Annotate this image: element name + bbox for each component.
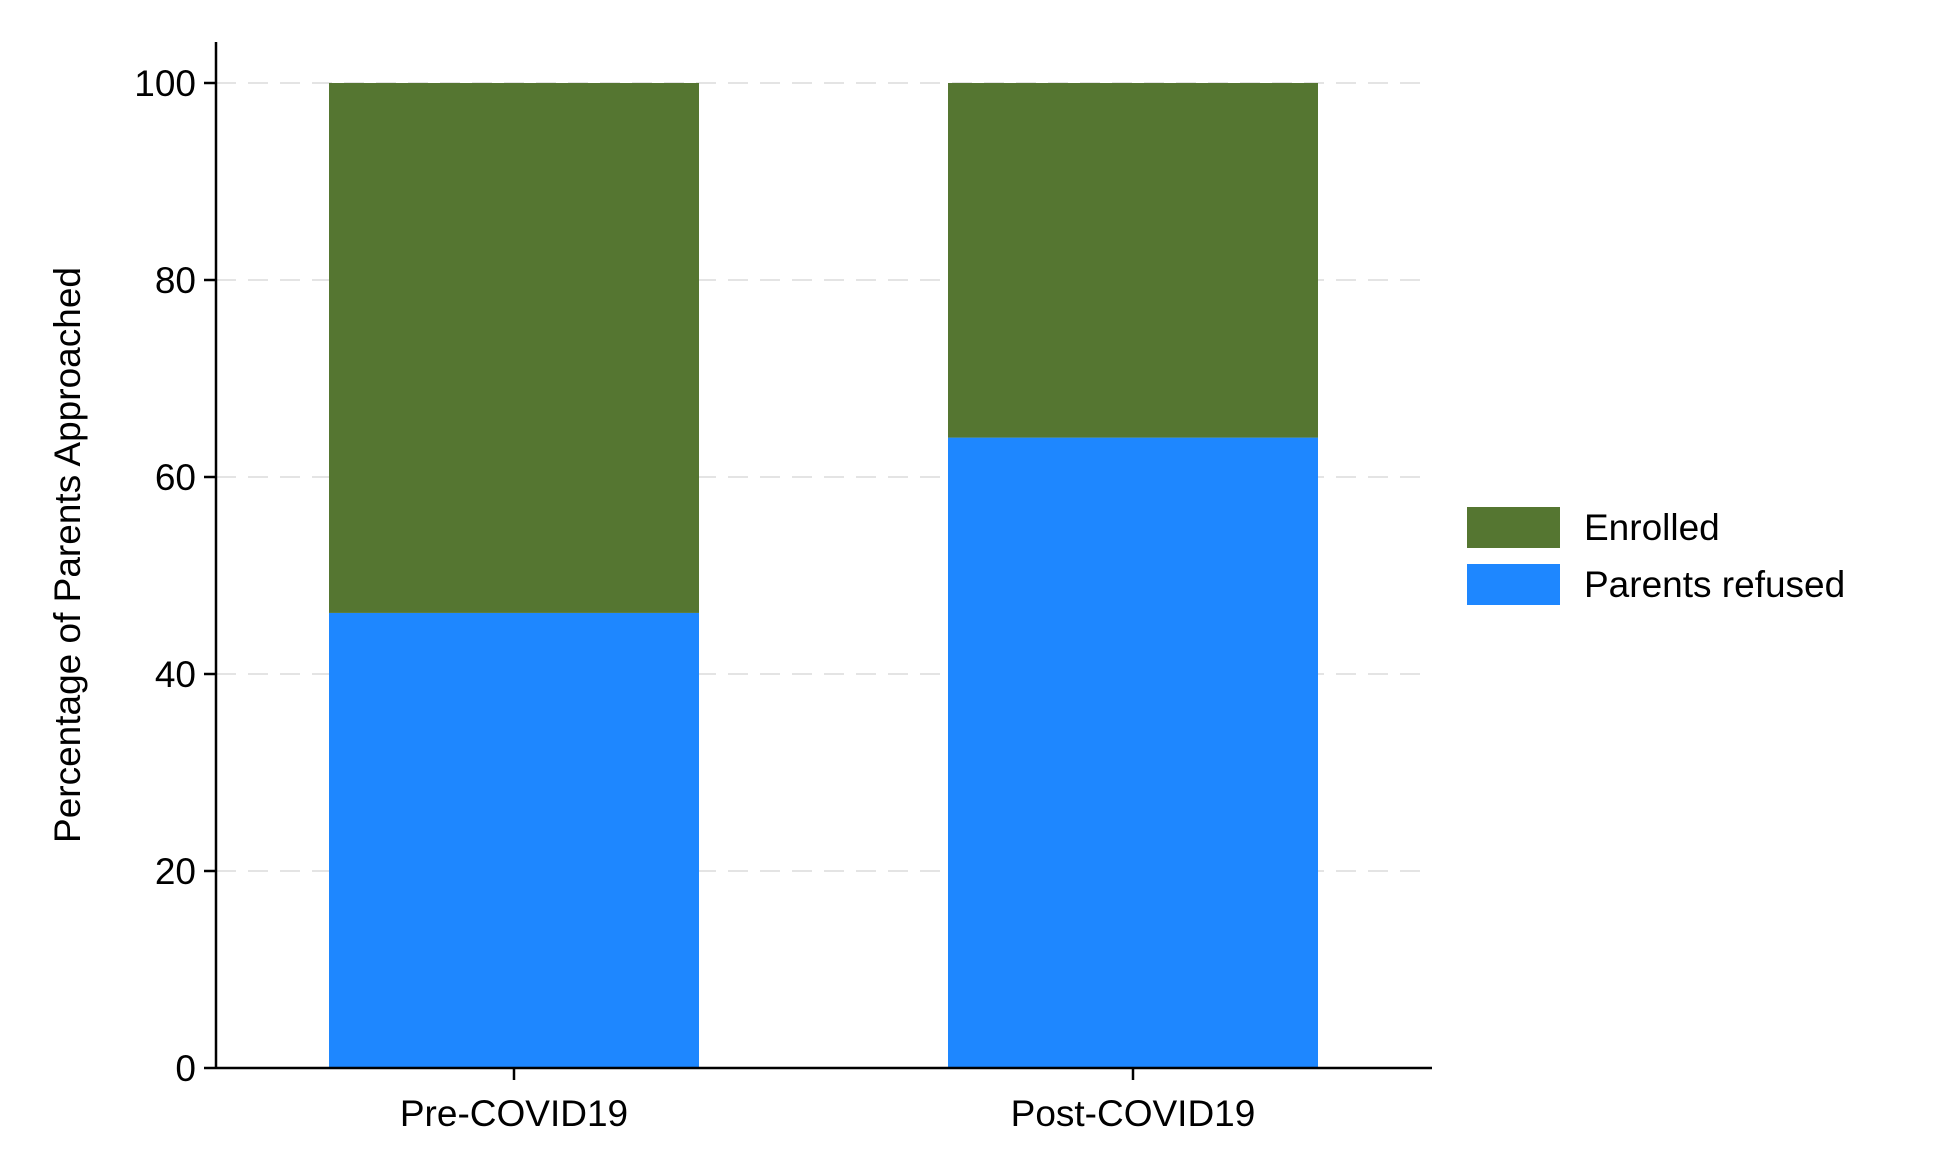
bars xyxy=(329,83,1318,1069)
y-tick-label: 20 xyxy=(155,851,196,892)
bar-segment xyxy=(329,612,699,1068)
y-tick-label: 60 xyxy=(155,457,196,498)
bar-segment xyxy=(948,437,1318,1069)
legend-swatch xyxy=(1467,564,1560,605)
x-tick-label: Post-COVID19 xyxy=(1011,1093,1256,1134)
legend-swatch xyxy=(1467,507,1560,548)
y-tick-label: 100 xyxy=(134,63,196,104)
legend: Enrolled Parents refused xyxy=(1467,507,1845,605)
y-tick-label: 40 xyxy=(155,654,196,695)
y-tick-label: 0 xyxy=(175,1048,196,1089)
y-axis-title: Percentage of Parents Approached xyxy=(47,267,88,843)
bar-segment xyxy=(948,83,1318,438)
bar-segment xyxy=(329,83,699,613)
x-ticks: Pre-COVID19 Post-COVID19 xyxy=(400,1068,1255,1134)
y-tick-label: 80 xyxy=(155,260,196,301)
legend-label: Enrolled xyxy=(1584,507,1720,548)
y-ticks: 0 20 40 60 80 100 xyxy=(134,63,216,1089)
legend-label: Parents refused xyxy=(1584,564,1845,605)
axes xyxy=(214,42,1432,1070)
x-tick-label: Pre-COVID19 xyxy=(400,1093,628,1134)
